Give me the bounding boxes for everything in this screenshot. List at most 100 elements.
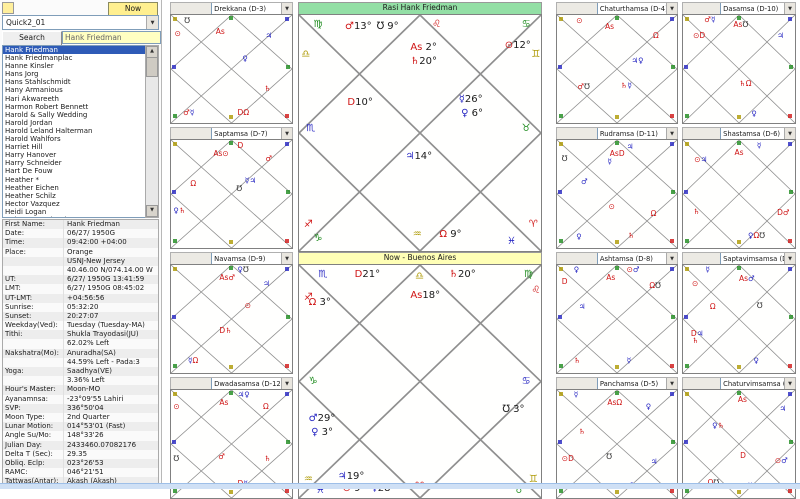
north-indian-chart[interactable]: ℧ ⊙ As ♃ ♀ ♄ ♂☿ DΩ [170, 14, 293, 124]
detail-label: LMT: [3, 284, 64, 294]
list-item[interactable]: Harold Wahlfors [5, 135, 61, 144]
planet-label: ♃ [779, 404, 787, 414]
quick-select-dropdown[interactable]: Quick2_01 ▼ [2, 15, 159, 30]
planet-label: Ω [653, 31, 659, 41]
sign-mark [229, 141, 234, 146]
north-indian-chart[interactable]: ♏♎♐♍♌♑♋♒♓♈♉♊D21°♄20°As18°Ω 3°♂29°♀ 3°℧ 3… [298, 264, 542, 499]
planet-label: As [215, 26, 225, 36]
sign-mark [685, 489, 690, 494]
list-item[interactable]: Hector Vazquez [5, 199, 60, 208]
sign-mark [671, 439, 675, 444]
scroll-down-icon[interactable]: ▼ [146, 205, 158, 217]
list-item[interactable]: Heather * [5, 175, 39, 184]
chart-selector[interactable]: Navamsa (D-9) ▼ [211, 253, 292, 264]
detail-label: RAMC: [3, 468, 64, 478]
list-item[interactable]: Harmon Robert Bennett [5, 102, 89, 111]
north-indian-chart[interactable]: ♀ D As ⊙♂ Ω℧ ♃ ♄ ☿ [556, 264, 678, 374]
chart-selector[interactable]: Dwadasamsa (D-12) ▼ [211, 378, 292, 389]
chevron-down-icon[interactable]: ▼ [146, 16, 158, 29]
chevron-down-icon[interactable]: ▼ [281, 253, 292, 264]
chart-header: Ashtamsa (D-8) ▼ [556, 252, 678, 265]
sign-mark [788, 142, 793, 147]
list-item[interactable]: Hari Akwareeth [5, 94, 59, 103]
planet-label: ♀ [242, 53, 248, 63]
list-item[interactable]: Hank Friedman [3, 46, 146, 55]
detail-row: Place: Orange [3, 247, 158, 257]
list-item[interactable]: Harold & Sally Wedding [5, 110, 88, 119]
chevron-down-icon[interactable]: ▼ [281, 378, 292, 389]
north-indian-chart[interactable]: ♀℧ As♂ ♃ ⊙ D♄ ☿Ω [170, 264, 293, 374]
search-button[interactable]: Search [2, 31, 62, 46]
north-indian-chart[interactable]: ♂☿ ⊙D As℧ ♃ ♄Ω ♀ [682, 14, 796, 124]
list-item[interactable]: Harold Leland Halterman [5, 126, 93, 135]
planet-label: ☿Ω [187, 355, 199, 365]
chart-selector[interactable]: Shastamsa (D-6) ▼ [720, 128, 795, 139]
list-item[interactable]: Harry Schneider [5, 159, 62, 168]
list-item[interactable]: Hank Friedmanplac [5, 54, 73, 63]
north-indian-chart[interactable]: ☿AsΩ♀♄⊙D℧♃♂ [556, 389, 678, 499]
detail-value: 2433460.07082176 [67, 440, 137, 449]
planet-label: ⊙ [174, 29, 181, 39]
chart-selector-value: Ashtamsa (D-8) [599, 254, 653, 263]
planet-label: As [605, 21, 615, 31]
chevron-down-icon[interactable]: ▼ [281, 3, 292, 14]
search-input[interactable] [62, 31, 161, 44]
chevron-down-icon[interactable]: ▼ [784, 128, 795, 139]
north-indian-chart[interactable]: ♃♀As⊙Ω℧♂♄D☿ [170, 389, 293, 499]
planet-label: ♂ [581, 176, 588, 186]
chart-selector[interactable]: Saptamsa (D-7) ▼ [211, 128, 292, 139]
name-list-scrollbar[interactable]: ▲ ▼ [145, 45, 159, 218]
chart-selector[interactable]: Ashtamsa (D-8) ▼ [596, 253, 677, 264]
chevron-down-icon[interactable]: ▼ [784, 253, 795, 264]
list-item[interactable]: Harold Jordan [5, 118, 53, 127]
chevron-down-icon[interactable]: ▼ [666, 378, 677, 389]
chart-selector[interactable]: Saptavimsamsa (D-27)▼ [720, 253, 795, 264]
list-item[interactable]: Harriet Hill [5, 143, 43, 152]
north-indian-chart[interactable]: ⊙ As Ω ♃♀ ♂℧ ♄☿ [556, 14, 678, 124]
north-indian-chart[interactable]: ♍ ♎ ♏ ♐ ♑ ♒ ♓ ♈ ♉ ♊ ♋ ♌ ♂13° ℧ 9° As 2° ♄20° ⊙12° D10° ☿26… [298, 14, 542, 252]
list-item[interactable]: Hans Jorg [5, 70, 39, 79]
chevron-down-icon[interactable]: ▼ [666, 3, 677, 14]
planet-label: As18° [410, 289, 441, 301]
list-item[interactable]: Hanne Kinsler [5, 62, 54, 71]
chart-selector[interactable]: Rudramsa (D-11) ▼ [596, 128, 677, 139]
detail-row: UT-LMT: +04:56:56 [3, 293, 158, 303]
north-indian-chart[interactable]: ℧ AsD ☿ ♃ ♂ ⊙ Ω ♀ ♄ [556, 139, 678, 249]
now-button[interactable]: Now [108, 2, 158, 16]
north-indian-chart[interactable]: As⊙ D ♂ Ω ☿♃ ℧ ♀♄ [170, 139, 293, 249]
planet-label: ♋ [521, 375, 531, 387]
north-indian-chart[interactable]: ☿ ⊙ As♂ Ω ℧ D♃ ♄ ♀ [682, 264, 796, 374]
planet-label: D10° [347, 96, 373, 108]
chevron-down-icon[interactable]: ▼ [666, 253, 677, 264]
sign-mark [559, 114, 564, 119]
sidebar: Now Quick2_01 ▼ Search Hank Friedman Hank… [0, 0, 162, 488]
sign-mark [229, 391, 234, 396]
chevron-down-icon[interactable]: ▼ [666, 128, 677, 139]
detail-row: UT: 6/27/ 1950G 13:41:59 [3, 275, 158, 285]
chevron-down-icon[interactable]: ▼ [784, 378, 795, 389]
chart-selector[interactable]: Dasamsa (D-10) ▼ [720, 3, 795, 14]
chart-selector[interactable]: Panchamsa (D-5) ▼ [596, 378, 677, 389]
detail-label: UT-LMT: [3, 293, 64, 303]
scrollbar-thumb[interactable] [146, 57, 158, 77]
chart-selector[interactable]: Chaturvimsamsa (D-24)▼ [720, 378, 795, 389]
list-item[interactable]: Heather Eichen [5, 183, 59, 192]
name-list[interactable]: Hank Friedman Hank Friedmanplac Hanne Kins… [2, 45, 147, 218]
sign-mark [559, 364, 564, 369]
list-item[interactable]: Harry Hanover [5, 151, 57, 160]
list-item[interactable]: Hart De Fouw [5, 167, 53, 176]
chart-selector[interactable]: Drekkana (D-3) ▼ [211, 3, 292, 14]
chevron-down-icon[interactable]: ▼ [784, 3, 795, 14]
chart-selector[interactable]: Chaturthamsa (D-4) ▼ [596, 3, 677, 14]
list-item[interactable]: Heidi Logan [5, 207, 47, 216]
list-item[interactable]: Helen Degenhardt [3, 216, 146, 217]
list-item[interactable]: Hans Stahlschmidt [5, 78, 71, 87]
chevron-down-icon[interactable]: ▼ [281, 128, 292, 139]
list-item[interactable]: Heather Schilz [5, 191, 56, 200]
corner-toggle-box[interactable] [2, 2, 14, 14]
horizontal-scrollbar[interactable] [0, 483, 800, 489]
detail-label: Moon Type: [3, 412, 64, 423]
planet-label: ♀ [576, 231, 582, 241]
list-item[interactable]: Hany Armanious [5, 86, 63, 95]
north-indian-chart[interactable]: ⊙♃ As ☿ ♄ D♂ ♀Ω℧ [682, 139, 796, 249]
